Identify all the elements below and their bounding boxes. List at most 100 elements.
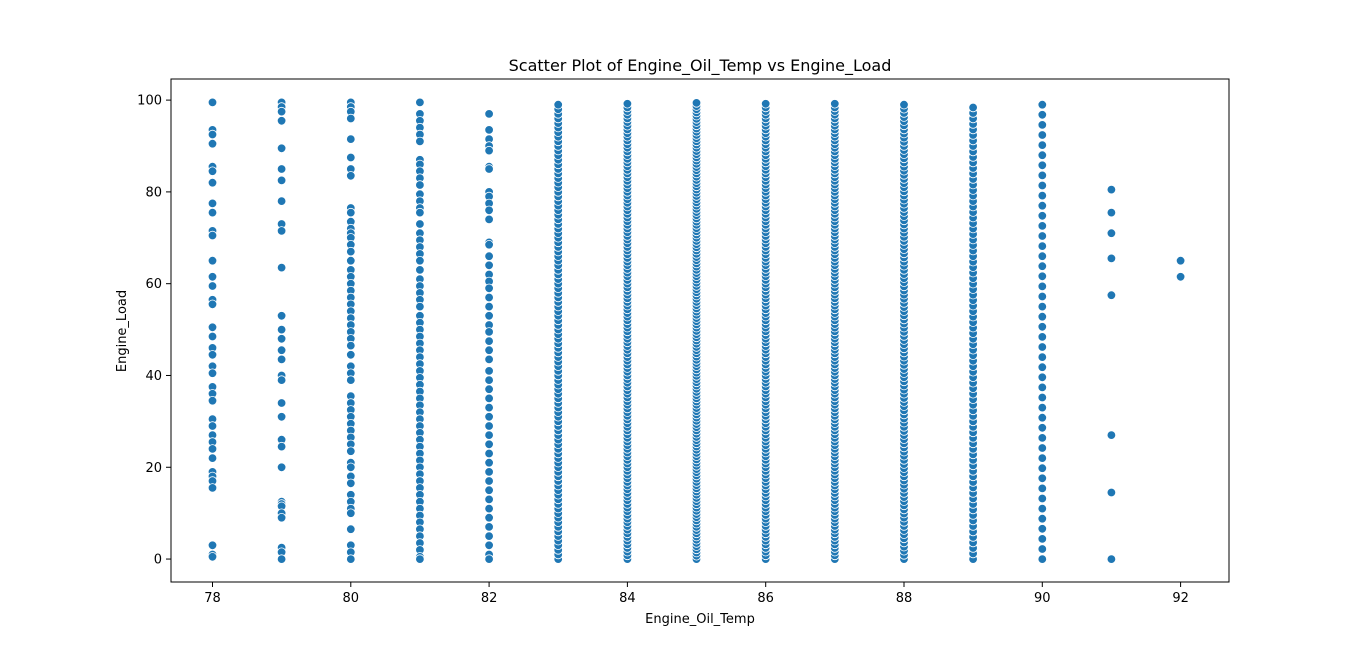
x-axis: 78 80 82 84 86 88 90 92 xyxy=(204,582,1189,606)
data-point xyxy=(484,301,494,312)
data-point xyxy=(1037,493,1048,504)
data-point xyxy=(484,327,494,337)
plot-frame xyxy=(170,78,1230,583)
data-point xyxy=(207,444,218,454)
data-point xyxy=(484,260,494,271)
data-point xyxy=(207,166,218,176)
data-point xyxy=(1037,251,1048,261)
data-point xyxy=(1037,342,1048,352)
data-point xyxy=(484,384,494,394)
data-point xyxy=(1037,271,1048,282)
data-point xyxy=(484,554,494,564)
data-point xyxy=(1106,184,1117,195)
data-point xyxy=(1175,272,1186,282)
data-point xyxy=(1106,207,1117,218)
data-point xyxy=(1106,554,1117,564)
data-point xyxy=(276,143,287,154)
data-point xyxy=(691,98,702,108)
y-tick-label: 60 xyxy=(145,277,162,292)
data-point xyxy=(346,462,356,473)
data-point xyxy=(346,134,356,144)
data-point xyxy=(1037,322,1048,332)
data-point xyxy=(276,226,287,236)
data-point xyxy=(1037,382,1048,393)
data-point xyxy=(415,180,425,190)
data-point xyxy=(484,125,494,135)
data-point xyxy=(1037,554,1048,564)
data-point xyxy=(1037,241,1048,251)
data-point xyxy=(484,458,494,468)
data-point xyxy=(484,494,494,505)
data-point xyxy=(346,524,356,534)
data-point xyxy=(1106,487,1117,498)
data-point xyxy=(1037,190,1048,201)
data-point xyxy=(484,448,494,459)
data-point xyxy=(207,129,218,140)
data-point xyxy=(484,393,494,404)
data-point xyxy=(276,164,287,174)
data-point xyxy=(346,152,356,163)
data-point xyxy=(207,230,218,241)
data-point xyxy=(1037,150,1048,160)
data-point xyxy=(207,396,218,406)
data-point xyxy=(1037,544,1048,554)
data-point xyxy=(484,513,494,523)
data-point xyxy=(484,421,494,431)
data-point xyxy=(1037,443,1048,453)
data-point xyxy=(1037,110,1048,120)
data-point xyxy=(276,324,287,335)
data-point xyxy=(1037,281,1048,292)
data-point xyxy=(1037,120,1048,130)
y-tick-label: 100 xyxy=(137,94,162,109)
data-point xyxy=(276,554,287,564)
data-point xyxy=(1037,433,1048,443)
data-point xyxy=(484,345,494,355)
data-point xyxy=(1037,453,1048,463)
data-point xyxy=(1106,253,1117,264)
y-tick-label: 40 xyxy=(145,369,162,384)
data-point xyxy=(276,262,287,273)
data-point xyxy=(1037,99,1048,110)
data-point xyxy=(1037,473,1048,484)
data-point xyxy=(207,256,218,266)
data-point xyxy=(1037,372,1048,383)
data-point xyxy=(276,345,287,355)
y-axis-label: Engine_Load xyxy=(115,290,130,372)
data-points xyxy=(207,97,1186,564)
data-point xyxy=(415,97,425,108)
data-point xyxy=(484,214,494,225)
data-point xyxy=(484,430,494,440)
data-point xyxy=(484,485,494,495)
data-point xyxy=(207,453,218,463)
data-point xyxy=(276,116,287,126)
data-point xyxy=(1037,463,1048,473)
data-point xyxy=(761,99,771,109)
data-point xyxy=(207,368,218,378)
data-point xyxy=(1106,228,1117,238)
data-point xyxy=(1037,413,1048,423)
data-point xyxy=(1037,352,1048,362)
data-point xyxy=(415,301,425,312)
data-point xyxy=(484,354,494,365)
data-point xyxy=(1037,140,1048,150)
data-point xyxy=(484,531,494,541)
data-point xyxy=(1037,221,1048,231)
data-point xyxy=(207,138,218,149)
data-point xyxy=(207,177,218,188)
data-point xyxy=(346,446,356,456)
data-point xyxy=(207,281,218,291)
data-point xyxy=(346,375,356,385)
data-point xyxy=(1037,170,1048,181)
data-point xyxy=(346,171,356,181)
data-point xyxy=(830,99,840,109)
data-point xyxy=(346,478,356,489)
y-tick-label: 20 xyxy=(145,461,162,476)
data-point xyxy=(484,292,494,303)
data-point xyxy=(1037,211,1048,221)
data-point xyxy=(1037,392,1048,403)
data-point xyxy=(484,239,494,250)
data-point xyxy=(276,334,287,344)
data-point xyxy=(1037,332,1048,342)
x-tick-label: 78 xyxy=(204,591,221,606)
data-point xyxy=(484,283,494,294)
